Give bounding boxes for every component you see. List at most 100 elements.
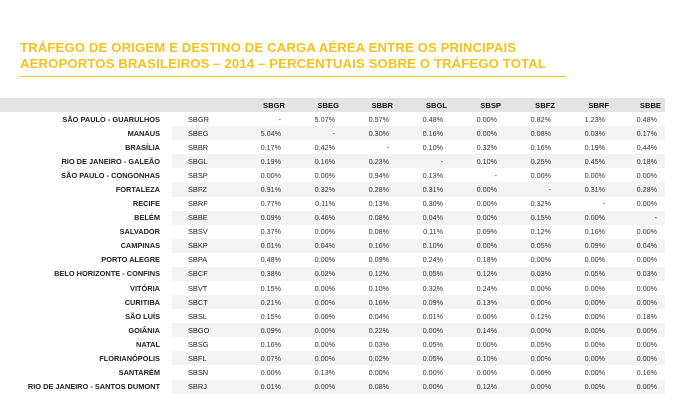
airport-name: MANAUS [127, 128, 160, 138]
traffic-value-cell: - [505, 182, 559, 197]
traffic-value-cell: 0.44% [636, 142, 657, 152]
traffic-value-cell: 0.30% [422, 199, 443, 209]
traffic-value-cell: 0.08% [343, 379, 397, 394]
traffic-value-cell: 0.13% [451, 295, 505, 310]
traffic-value-cell: 0.37% [260, 227, 281, 237]
airport-code: SBRF [188, 199, 208, 209]
traffic-value-cell: 0.01% [235, 379, 289, 394]
traffic-value-cell: 0.05% [505, 238, 559, 253]
traffic-value-cell: 0.00% [314, 311, 335, 321]
airport-name: SÃO PAULO - GUARULHOS [62, 114, 160, 124]
traffic-value-cell: 0.13% [422, 170, 443, 180]
traffic-value-cell: 0.00% [530, 368, 551, 378]
traffic-value-cell: 0.00% [559, 210, 613, 225]
traffic-value-cell: 0.00% [613, 379, 665, 394]
table-row: SALVADOR SBSV 0.37% 0.00% 0.08% 0.11% 0.09% 0.1… [0, 225, 665, 239]
traffic-value-cell: 0.48% [422, 114, 443, 124]
table-row: VITÓRIA SBVT 0.15% 0.00% 0.10% 0.32% 0.24% 0.00… [0, 281, 665, 295]
traffic-value-cell: 0.28% [343, 182, 397, 197]
column-header-sbrf: SBRF [559, 98, 613, 113]
traffic-value-cell: 0.38% [235, 266, 289, 282]
traffic-value-cell: 0.21% [235, 295, 289, 310]
traffic-value-cell: 0.05% [397, 351, 451, 366]
traffic-value-cell: 0.42% [314, 142, 335, 152]
airport-code: SBKP [172, 238, 235, 253]
airport-name: FORTALEZA [115, 185, 160, 194]
traffic-value-cell: 0.30% [343, 126, 397, 141]
airport-name: BELO HORIZONTE - CONFINS [54, 269, 160, 279]
airport-name: GOIÂNIA [128, 325, 160, 335]
airport-code: SBPA [188, 255, 208, 265]
traffic-value-cell: 0.57% [368, 114, 389, 124]
traffic-value-cell: 0.10% [397, 238, 451, 253]
traffic-value-cell: 0.00% [422, 368, 443, 378]
traffic-value-cell: - [386, 142, 389, 152]
traffic-value-cell: 0.00% [636, 339, 657, 349]
airport-name: VITÓRIA [130, 283, 160, 293]
traffic-value-cell: 5.04% [235, 126, 289, 141]
traffic-value-cell: 0.00% [636, 283, 657, 293]
column-header-sbbe: SBBE [613, 98, 665, 113]
traffic-value-cell: 0.31% [559, 182, 613, 197]
table-row: SANTARÉM SBSN 0.00% 0.13% 0.00% 0.00% 0.00% 0.0… [0, 365, 665, 379]
table-row: MANAUS SBEG 5.04% -0.30% 0.16% 0.00% 0.08% 0.03… [0, 126, 665, 141]
traffic-value-cell: 0.00% [397, 379, 451, 394]
traffic-value-cell: 0.00% [613, 323, 665, 338]
traffic-value-cell: 0.00% [289, 379, 343, 394]
airport-code: SBEG [172, 126, 235, 141]
traffic-value-cell: 0.00% [397, 323, 451, 338]
table-header-row: SBGR SBEG SBBR SBGL SBSP SBFZ SBRF SBBE [0, 98, 665, 113]
table-row: RECIFE SBRF 0.77% 0.11% 0.13% 0.30% 0.00% 0.32%… [0, 197, 665, 211]
traffic-value-cell: 0.14% [451, 323, 505, 338]
table-row: BELÉM SBBE 0.09% 0.46% 0.08% 0.04% 0.00% 0.15% 0… [0, 210, 665, 225]
table-row: SÃO PAULO - GUARULHOS SBGR - 5.07% 0.57% 0.48… [0, 112, 665, 126]
traffic-value-cell: 0.00% [368, 368, 389, 378]
column-header-sbbr: SBBR [343, 98, 397, 113]
airport-code: SBFZ [172, 182, 235, 197]
traffic-value-cell: - [494, 170, 497, 180]
traffic-value-cell: 0.16% [636, 368, 657, 378]
column-header-sbfz: SBFZ [505, 98, 559, 113]
traffic-value-cell: 0.04% [613, 238, 665, 253]
traffic-value-cell: 0.04% [289, 238, 343, 253]
traffic-value-cell: 0.05% [530, 339, 551, 349]
airport-code: SBSP [188, 170, 208, 180]
traffic-value-cell: 0.03% [368, 339, 389, 349]
traffic-value-cell: 0.18% [636, 311, 657, 321]
traffic-value-cell: 0.00% [260, 170, 281, 180]
traffic-value-cell: 0.17% [613, 126, 665, 141]
traffic-value-cell: 0.77% [260, 199, 281, 209]
traffic-value-cell: 0.00% [584, 255, 605, 265]
airport-name: CURITIBA [124, 297, 160, 307]
traffic-value-cell: 0.00% [314, 339, 335, 349]
traffic-value-cell: 0.18% [613, 154, 665, 169]
traffic-value-cell: 0.16% [289, 154, 343, 169]
table-row: PORTO ALEGRE SBPA 0.48% 0.00% 0.09% 0.24% 0.18… [0, 253, 665, 267]
airport-code: SBSN [188, 368, 209, 378]
traffic-value-cell: 0.00% [636, 199, 657, 209]
traffic-value-cell: 0.91% [235, 182, 289, 197]
column-header-sbsp: SBSP [451, 98, 505, 113]
airport-code: SBSG [188, 339, 209, 349]
traffic-value-cell: 0.00% [636, 170, 657, 180]
traffic-value-cell: 0.12% [343, 266, 397, 282]
traffic-value-cell: 0.28% [613, 182, 665, 197]
traffic-value-cell: 0.00% [476, 199, 497, 209]
traffic-value-cell: 0.00% [636, 227, 657, 237]
traffic-value-cell: 0.24% [476, 283, 497, 293]
traffic-value-cell: 0.05% [559, 266, 613, 282]
traffic-value-cell: 0.00% [314, 255, 335, 265]
table-row: FLORIANÓPOLIS SBFL 0.07% 0.00% 0.02% 0.05% 0.1… [0, 351, 665, 366]
traffic-value-cell: 0.00% [530, 255, 551, 265]
traffic-value-cell: 0.00% [584, 339, 605, 349]
airport-code: SBBE [172, 210, 235, 225]
traffic-value-cell: 0.09% [235, 323, 289, 338]
airport-code: SBGO [172, 323, 235, 338]
traffic-value-cell: 0.16% [260, 339, 281, 349]
traffic-value-cell: 0.00% [451, 238, 505, 253]
traffic-value-cell: 0.03% [613, 266, 665, 282]
column-header-sbgr: SBGR [235, 98, 289, 113]
airport-code: SBVT [188, 283, 208, 293]
airport-name: SALVADOR [119, 227, 160, 237]
traffic-value-cell: 0.00% [314, 283, 335, 293]
